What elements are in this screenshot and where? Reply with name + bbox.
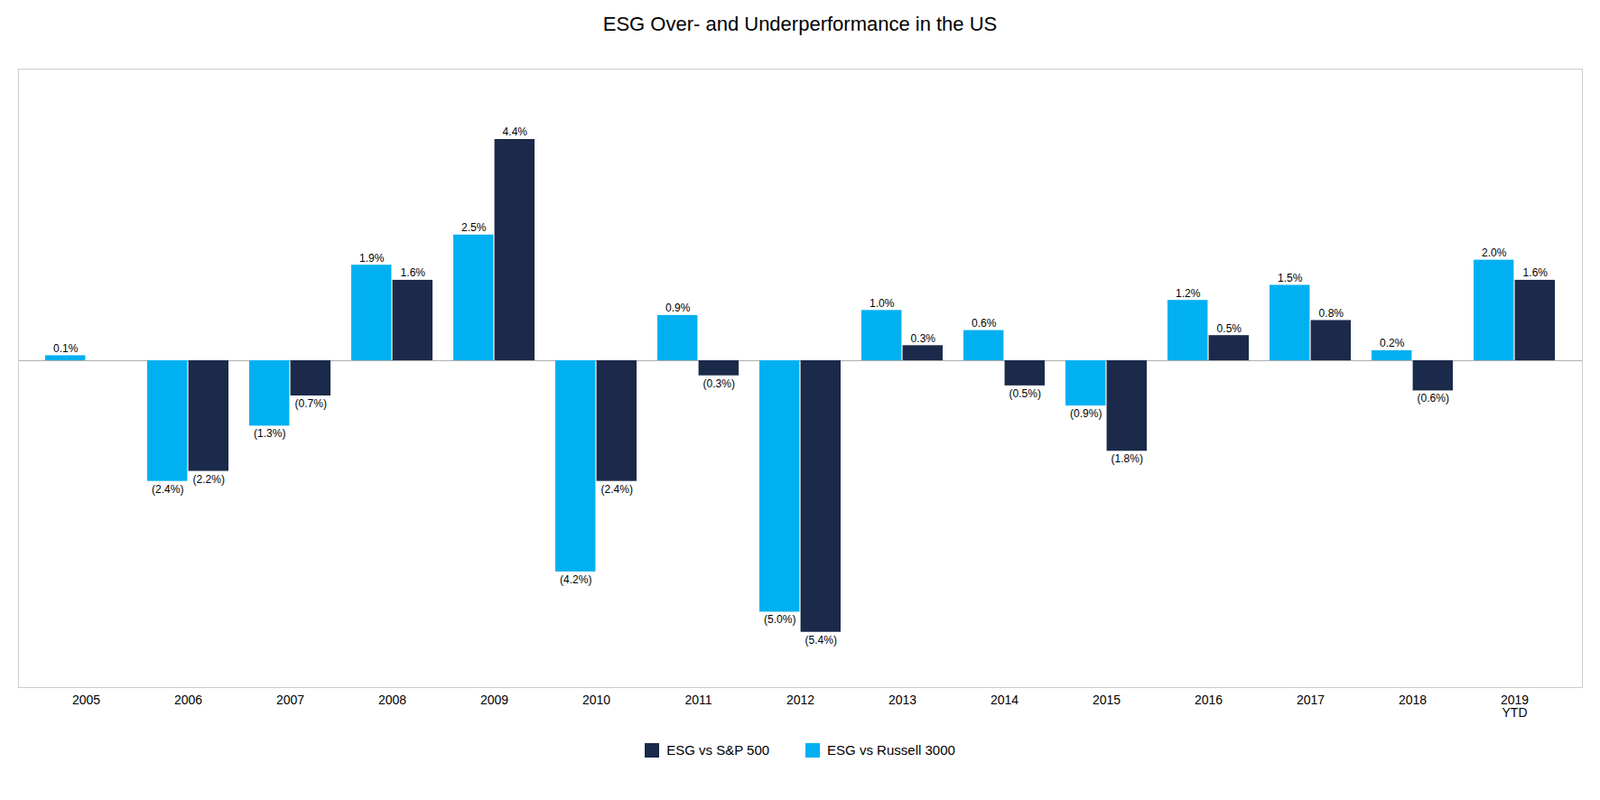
svg-text:(2.4%): (2.4%)	[151, 483, 184, 496]
svg-text:1.9%: 1.9%	[359, 251, 385, 265]
svg-text:2018: 2018	[1398, 692, 1427, 707]
svg-text:2019YTD: 2019YTD	[1500, 692, 1529, 720]
svg-text:2013: 2013	[888, 692, 917, 707]
svg-text:(1.3%): (1.3%)	[253, 427, 286, 440]
svg-text:(5.0%): (5.0%)	[763, 613, 796, 626]
svg-text:2009: 2009	[480, 692, 509, 707]
svg-text:0.5%: 0.5%	[1217, 322, 1243, 335]
svg-text:(2.2%): (2.2%)	[193, 473, 225, 486]
svg-text:2014: 2014	[990, 692, 1019, 707]
svg-text:(0.7%): (0.7%)	[295, 397, 327, 410]
svg-text:0.1%: 0.1%	[53, 342, 79, 355]
svg-text:2015: 2015	[1092, 692, 1121, 707]
svg-text:(0.5%): (0.5%)	[1009, 387, 1042, 400]
svg-text:1.2%: 1.2%	[1175, 287, 1201, 300]
html-text:ESG vs S&P 500: ESG vs S&P 500	[666, 742, 770, 758]
svg-text:(0.9%): (0.9%)	[1069, 407, 1102, 420]
svg-text:1.5%: 1.5%	[1277, 271, 1303, 285]
svg-text:(2.4%): (2.4%)	[601, 483, 633, 496]
svg-text:2.0%: 2.0%	[1481, 246, 1507, 260]
svg-text:(0.3%): (0.3%)	[703, 377, 735, 391]
html-text:ESG vs Russell 3000: ESG vs Russell 3000	[827, 742, 956, 758]
svg-text:1.6%: 1.6%	[400, 266, 427, 280]
svg-text:2008: 2008	[378, 692, 407, 707]
svg-text:2005: 2005	[72, 692, 101, 707]
svg-text:0.3%: 0.3%	[911, 332, 937, 345]
svg-text:(1.8%): (1.8%)	[1111, 452, 1144, 466]
svg-text:2011: 2011	[684, 692, 712, 707]
html-text:ESG Over- and Underperformance: ESG Over- and Underperformance in the US	[602, 12, 998, 36]
svg-text:2.5%: 2.5%	[461, 221, 487, 234]
svg-text:0.8%: 0.8%	[1319, 306, 1345, 320]
svg-text:2012: 2012	[786, 692, 815, 707]
svg-text:(5.4%): (5.4%)	[805, 633, 838, 647]
svg-text:2016: 2016	[1194, 692, 1223, 707]
svg-text:0.2%: 0.2%	[1379, 336, 1405, 350]
svg-text:4.4%: 4.4%	[502, 125, 529, 139]
svg-text:0.9%: 0.9%	[665, 301, 691, 315]
svg-text:2006: 2006	[174, 692, 203, 707]
svg-text:2017: 2017	[1296, 692, 1325, 707]
svg-text:1.0%: 1.0%	[869, 297, 895, 310]
svg-text:0.6%: 0.6%	[971, 316, 997, 330]
svg-text:2010: 2010	[582, 692, 611, 707]
svg-text:(4.2%): (4.2%)	[559, 573, 592, 587]
svg-text:1.6%: 1.6%	[1523, 266, 1549, 280]
svg-text:2007: 2007	[276, 692, 305, 707]
svg-text:(0.6%): (0.6%)	[1417, 391, 1450, 405]
